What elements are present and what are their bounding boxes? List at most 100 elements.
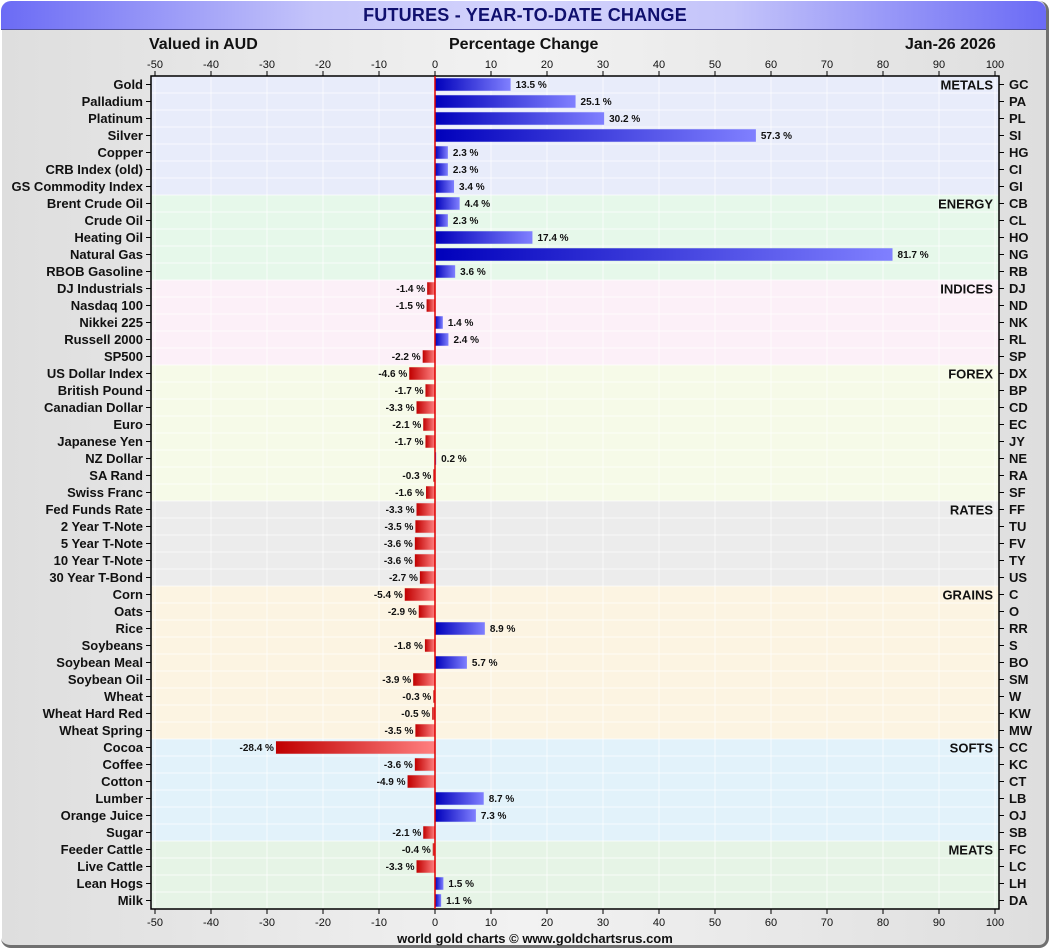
bar-bo: [435, 656, 467, 669]
bar-o: [418, 605, 435, 618]
row-label: CRB Index (old): [46, 162, 144, 177]
bar-bp: [425, 384, 435, 397]
ticker-code: FV: [1009, 536, 1026, 551]
value-label: -28.4 %: [239, 743, 274, 754]
row-label: Platinum: [88, 111, 143, 126]
x-tick-label-top: -10: [371, 59, 387, 71]
value-label: -0.5 %: [401, 709, 430, 720]
bar-rl: [435, 333, 449, 346]
x-tick-label-bottom: 100: [986, 917, 1004, 929]
ticker-code: RA: [1009, 468, 1028, 483]
group-label-indices: INDICES: [940, 282, 993, 297]
value-label: -2.7 %: [389, 573, 418, 584]
ticker-code: DA: [1009, 893, 1028, 908]
ticker-code: DJ: [1009, 281, 1026, 296]
bar-ra: [433, 469, 435, 482]
row-label: Soybean Oil: [68, 672, 143, 687]
bar-gc: [435, 78, 511, 91]
row-label: Canadian Dollar: [44, 400, 143, 415]
x-tick-label-top: 100: [986, 59, 1004, 71]
value-label: 1.5 %: [448, 879, 474, 890]
title-bar: [1, 1, 1046, 30]
value-label: -4.9 %: [377, 777, 406, 788]
group-band-energy: [151, 195, 999, 280]
bar-ec: [423, 418, 435, 431]
x-tick-label-top: 90: [933, 59, 945, 71]
ticker-code: PA: [1009, 94, 1027, 109]
ticker-code: DX: [1009, 366, 1027, 381]
ticker-code: KC: [1009, 757, 1028, 772]
bar-lc: [416, 860, 435, 873]
bar-nd: [426, 299, 435, 312]
row-label: Wheat: [104, 689, 144, 704]
row-label: 30 Year T-Bond: [49, 570, 143, 585]
group-label-forex: FOREX: [948, 367, 993, 382]
x-tick-label-bottom: -40: [203, 917, 219, 929]
value-label: 4.4 %: [465, 199, 491, 210]
row-label: Gold: [113, 77, 143, 92]
x-tick-label-bottom: 10: [485, 917, 497, 929]
bar-nk: [435, 316, 443, 329]
value-label: -3.6 %: [384, 556, 413, 567]
value-label: 2.3 %: [453, 165, 479, 176]
ticker-code: NK: [1009, 315, 1028, 330]
value-label: -1.5 %: [396, 301, 425, 312]
group-label-rates: RATES: [950, 503, 993, 518]
row-label: SA Rand: [89, 468, 143, 483]
group-band-indices: [151, 280, 999, 365]
bar-c: [404, 588, 435, 601]
x-tick-label-bottom: 0: [432, 917, 438, 929]
row-label: 5 Year T-Note: [61, 536, 143, 551]
ticker-code: TY: [1009, 553, 1026, 568]
row-label: Cocoa: [103, 740, 144, 755]
value-label: 2.3 %: [453, 148, 479, 159]
value-label: 17.4 %: [537, 233, 568, 244]
ticker-code: GI: [1009, 179, 1023, 194]
bar-si: [435, 129, 756, 142]
row-label: US Dollar Index: [47, 366, 144, 381]
ticker-code: US: [1009, 570, 1027, 585]
footer-credit: world gold charts © www.goldchartsrus.co…: [397, 931, 673, 946]
value-label: -3.9 %: [382, 675, 411, 686]
bar-cb: [435, 197, 460, 210]
row-label: Soybean Meal: [56, 655, 143, 670]
row-label: 10 Year T-Note: [54, 553, 143, 568]
value-label: 8.7 %: [489, 794, 515, 805]
row-label: Brent Crude Oil: [47, 196, 143, 211]
chart-title: FUTURES - YEAR-TO-DATE CHANGE: [363, 5, 687, 25]
bar-cd: [416, 401, 435, 414]
x-tick-label-bottom: -30: [259, 917, 275, 929]
bar-sb: [423, 826, 435, 839]
value-label: -1.7 %: [395, 386, 424, 397]
ticker-code: NE: [1009, 451, 1027, 466]
bar-cc: [275, 741, 435, 754]
bar-dx: [409, 367, 435, 380]
row-label: Orange Juice: [61, 808, 143, 823]
value-label: -3.3 %: [386, 862, 415, 873]
ticker-code: HO: [1009, 230, 1029, 245]
bar-us: [419, 571, 435, 584]
x-tick-label-top: 50: [709, 59, 721, 71]
value-label: -0.3 %: [402, 692, 431, 703]
ticker-code: FF: [1009, 502, 1025, 517]
row-label: NZ Dollar: [85, 451, 143, 466]
ticker-code: CD: [1009, 400, 1028, 415]
row-label: Soybeans: [82, 638, 143, 653]
bar-w: [433, 690, 435, 703]
bar-mw: [415, 724, 435, 737]
row-label: Milk: [118, 893, 144, 908]
value-label: 30.2 %: [609, 114, 640, 125]
bar-rb: [435, 265, 456, 278]
bar-ng: [435, 248, 893, 261]
x-tick-label-top: 80: [877, 59, 889, 71]
x-tick-label-bottom: 50: [709, 917, 721, 929]
row-label: Wheat Hard Red: [43, 706, 143, 721]
ticker-code: TU: [1009, 519, 1026, 534]
bar-pl: [435, 112, 605, 125]
value-label: -1.7 %: [395, 437, 424, 448]
ticker-code: OJ: [1009, 808, 1026, 823]
bar-ct: [407, 775, 435, 788]
group-label-softs: SOFTS: [950, 741, 994, 756]
row-label: Swiss Franc: [67, 485, 143, 500]
plot-border: [150, 75, 1000, 910]
